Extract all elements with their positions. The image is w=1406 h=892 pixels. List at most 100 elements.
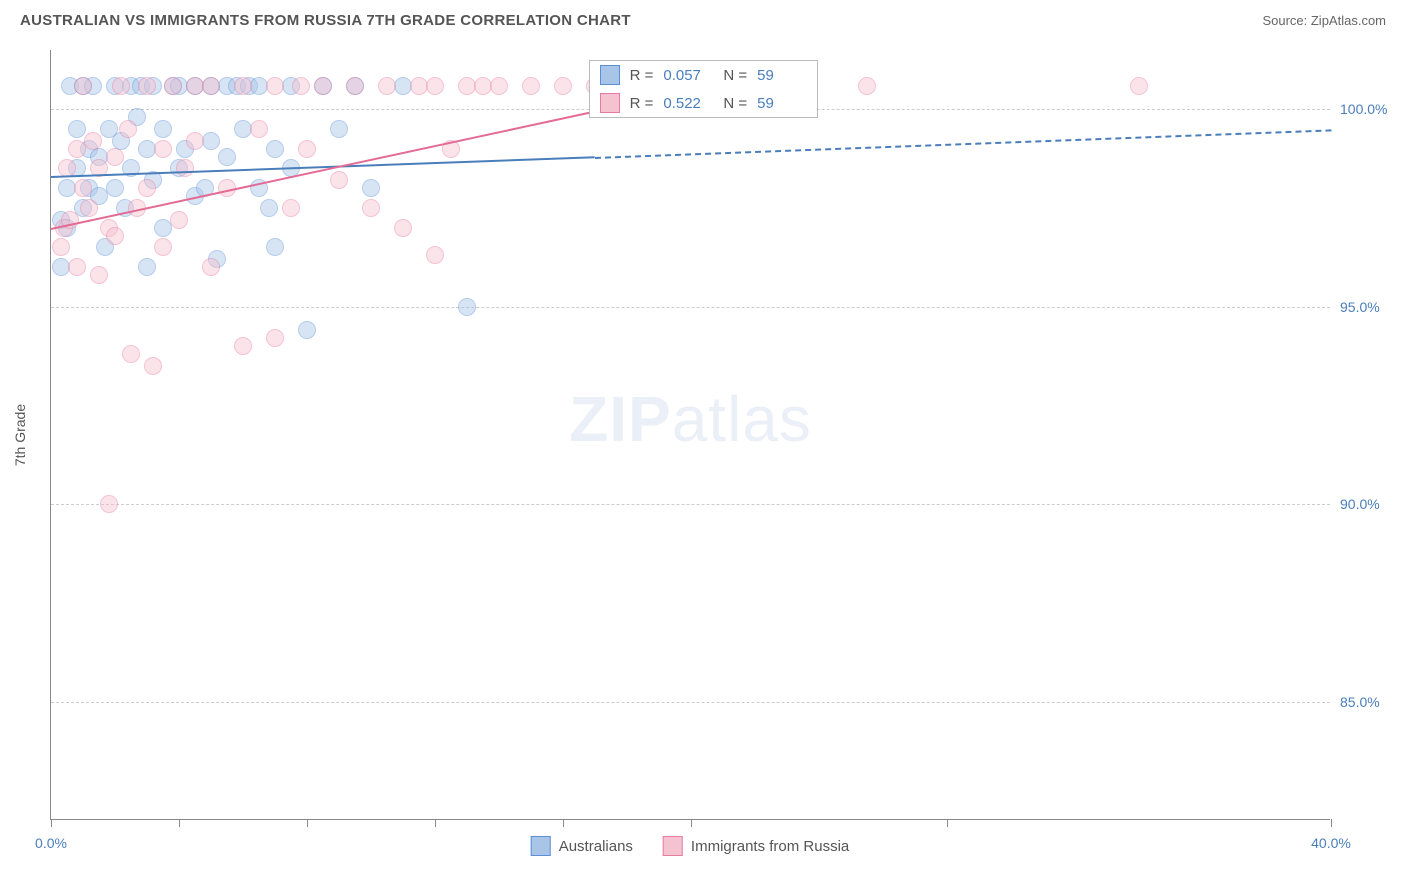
data-point — [202, 258, 220, 276]
data-point — [154, 238, 172, 256]
data-point — [458, 298, 476, 316]
data-point — [314, 77, 332, 95]
data-point — [84, 132, 102, 150]
x-tick — [563, 819, 564, 827]
data-point — [522, 77, 540, 95]
y-tick-label: 90.0% — [1340, 496, 1400, 512]
r-value: 0.057 — [663, 67, 713, 84]
legend-label: Australians — [559, 838, 633, 855]
data-point — [298, 321, 316, 339]
data-point — [154, 120, 172, 138]
series-swatch — [600, 65, 620, 85]
x-tick-label: 40.0% — [1311, 835, 1351, 851]
gridline — [51, 307, 1330, 308]
x-tick — [947, 819, 948, 827]
data-point — [80, 199, 98, 217]
data-point — [330, 171, 348, 189]
y-tick-label: 100.0% — [1340, 101, 1400, 117]
data-point — [176, 159, 194, 177]
data-point — [426, 77, 444, 95]
gridline — [51, 504, 1330, 505]
data-point — [394, 219, 412, 237]
stats-box: R = 0.057 N = 59 R = 0.522 N = 59 — [589, 60, 819, 118]
data-point — [554, 77, 572, 95]
trend-line — [595, 129, 1331, 159]
x-tick — [179, 819, 180, 827]
legend-swatch — [531, 836, 551, 856]
data-point — [218, 148, 236, 166]
data-point — [122, 345, 140, 363]
data-point — [378, 77, 396, 95]
x-tick — [51, 819, 52, 827]
data-point — [282, 199, 300, 217]
n-label: N = — [723, 67, 747, 84]
r-label: R = — [630, 95, 654, 112]
data-point — [260, 199, 278, 217]
y-tick-label: 85.0% — [1340, 694, 1400, 710]
data-point — [330, 120, 348, 138]
x-tick — [1331, 819, 1332, 827]
data-point — [292, 77, 310, 95]
data-point — [266, 77, 284, 95]
data-point — [234, 337, 252, 355]
legend-item: Immigrants from Russia — [663, 836, 849, 856]
legend-swatch — [663, 836, 683, 856]
data-point — [74, 77, 92, 95]
watermark: ZIPatlas — [569, 382, 812, 456]
data-point — [202, 77, 220, 95]
data-point — [119, 120, 137, 138]
y-tick-label: 95.0% — [1340, 299, 1400, 315]
legend: Australians Immigrants from Russia — [531, 836, 850, 856]
data-point — [234, 77, 252, 95]
chart-title: AUSTRALIAN VS IMMIGRANTS FROM RUSSIA 7TH… — [20, 12, 631, 29]
y-axis-label: 7th Grade — [12, 404, 28, 466]
n-value: 59 — [757, 95, 807, 112]
data-point — [266, 140, 284, 158]
data-point — [426, 246, 444, 264]
data-point — [68, 258, 86, 276]
stats-row: R = 0.057 N = 59 — [590, 61, 818, 89]
data-point — [112, 77, 130, 95]
series-swatch — [600, 93, 620, 113]
data-point — [154, 140, 172, 158]
data-point — [144, 357, 162, 375]
chart-source: Source: ZipAtlas.com — [1262, 13, 1386, 28]
data-point — [1130, 77, 1148, 95]
plot-region: ZIPatlas 85.0%90.0%95.0%100.0%0.0%40.0%R… — [50, 50, 1330, 820]
data-point — [490, 77, 508, 95]
data-point — [90, 266, 108, 284]
stats-row: R = 0.522 N = 59 — [590, 89, 818, 117]
data-point — [362, 199, 380, 217]
data-point — [298, 140, 316, 158]
x-tick — [691, 819, 692, 827]
data-point — [138, 258, 156, 276]
data-point — [68, 120, 86, 138]
data-point — [202, 132, 220, 150]
data-point — [74, 179, 92, 197]
data-point — [138, 179, 156, 197]
data-point — [186, 132, 204, 150]
r-value: 0.522 — [663, 95, 713, 112]
x-tick — [435, 819, 436, 827]
data-point — [266, 238, 284, 256]
chart-area: 7th Grade ZIPatlas 85.0%90.0%95.0%100.0%… — [50, 50, 1330, 820]
data-point — [164, 77, 182, 95]
data-point — [100, 495, 118, 513]
data-point — [106, 227, 124, 245]
legend-item: Australians — [531, 836, 633, 856]
data-point — [266, 329, 284, 347]
legend-label: Immigrants from Russia — [691, 838, 849, 855]
data-point — [170, 211, 188, 229]
data-point — [362, 179, 380, 197]
n-value: 59 — [757, 67, 807, 84]
x-tick-label: 0.0% — [35, 835, 67, 851]
gridline — [51, 702, 1330, 703]
r-label: R = — [630, 67, 654, 84]
data-point — [346, 77, 364, 95]
data-point — [138, 77, 156, 95]
data-point — [52, 238, 70, 256]
n-label: N = — [723, 95, 747, 112]
data-point — [106, 179, 124, 197]
data-point — [858, 77, 876, 95]
data-point — [106, 148, 124, 166]
